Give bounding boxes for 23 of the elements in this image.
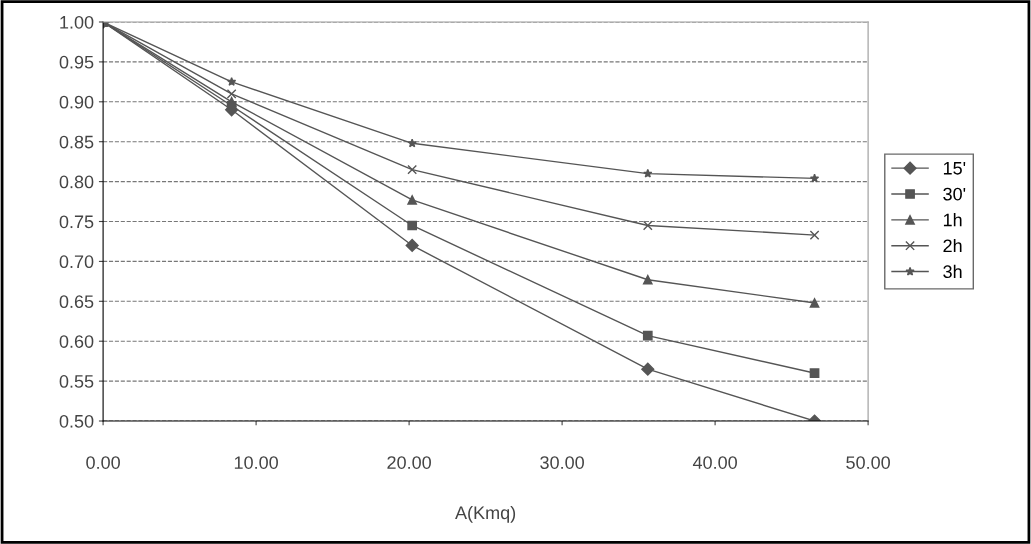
legend-label: 30' bbox=[943, 187, 966, 201]
x-tick-label: 30.00 bbox=[540, 456, 584, 469]
y-tick-label: 0.90 bbox=[59, 95, 94, 109]
legend-label: 2h bbox=[943, 238, 962, 253]
x-tick-label: 20.00 bbox=[387, 456, 431, 469]
y-tick-label: 0.55 bbox=[59, 375, 94, 388]
y-tick-label: 0.75 bbox=[59, 215, 94, 229]
y-tick-label: 0.85 bbox=[59, 135, 94, 149]
y-tick-label: 0.65 bbox=[59, 295, 94, 309]
y-tick-label: 1.00 bbox=[60, 15, 94, 29]
y-tick-label: 0.80 bbox=[59, 175, 94, 189]
y-tick-label: 0.50 bbox=[59, 414, 94, 428]
x-axis-title: A(Kmq) bbox=[455, 505, 516, 523]
x-tick-label: 0.00 bbox=[86, 456, 120, 469]
x-tick-label: 10.00 bbox=[234, 456, 278, 469]
legend-label: 15' bbox=[943, 162, 966, 175]
legend-label: 3h bbox=[943, 264, 962, 279]
y-tick-label: 0.60 bbox=[59, 335, 94, 348]
y-tick-label: 0.70 bbox=[59, 255, 94, 269]
x-tick-label: 40.00 bbox=[692, 456, 737, 469]
x-tick-label: 50.00 bbox=[846, 456, 890, 469]
legend-label: 1h bbox=[943, 213, 962, 227]
y-tick-label: 0.95 bbox=[59, 55, 94, 69]
